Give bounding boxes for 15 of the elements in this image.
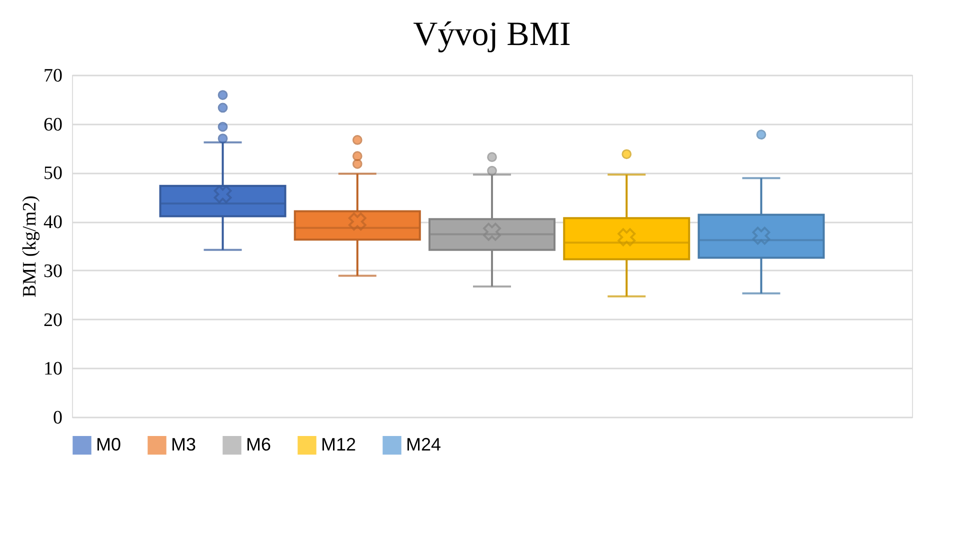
legend-label: M24 <box>406 434 442 454</box>
y-tick-label: 70 <box>44 66 62 86</box>
legend-label: M6 <box>246 434 272 454</box>
y-axis-title: BMI (kg/m2) <box>20 196 40 298</box>
legend-label: M3 <box>171 434 196 454</box>
y-tick-label: 30 <box>44 260 62 282</box>
y-tick-label: 10 <box>44 358 62 380</box>
y-tick-label: 40 <box>44 212 62 234</box>
y-tick-label: 0 <box>53 408 62 428</box>
chart-title: Vývoj BMI <box>413 16 571 53</box>
y-tick-label: 50 <box>44 163 62 184</box>
y-tick-label: 60 <box>44 114 62 136</box>
y-tick-label: 20 <box>44 310 62 331</box>
legend-label: M12 <box>321 434 356 454</box>
legend-label: M0 <box>96 434 122 454</box>
